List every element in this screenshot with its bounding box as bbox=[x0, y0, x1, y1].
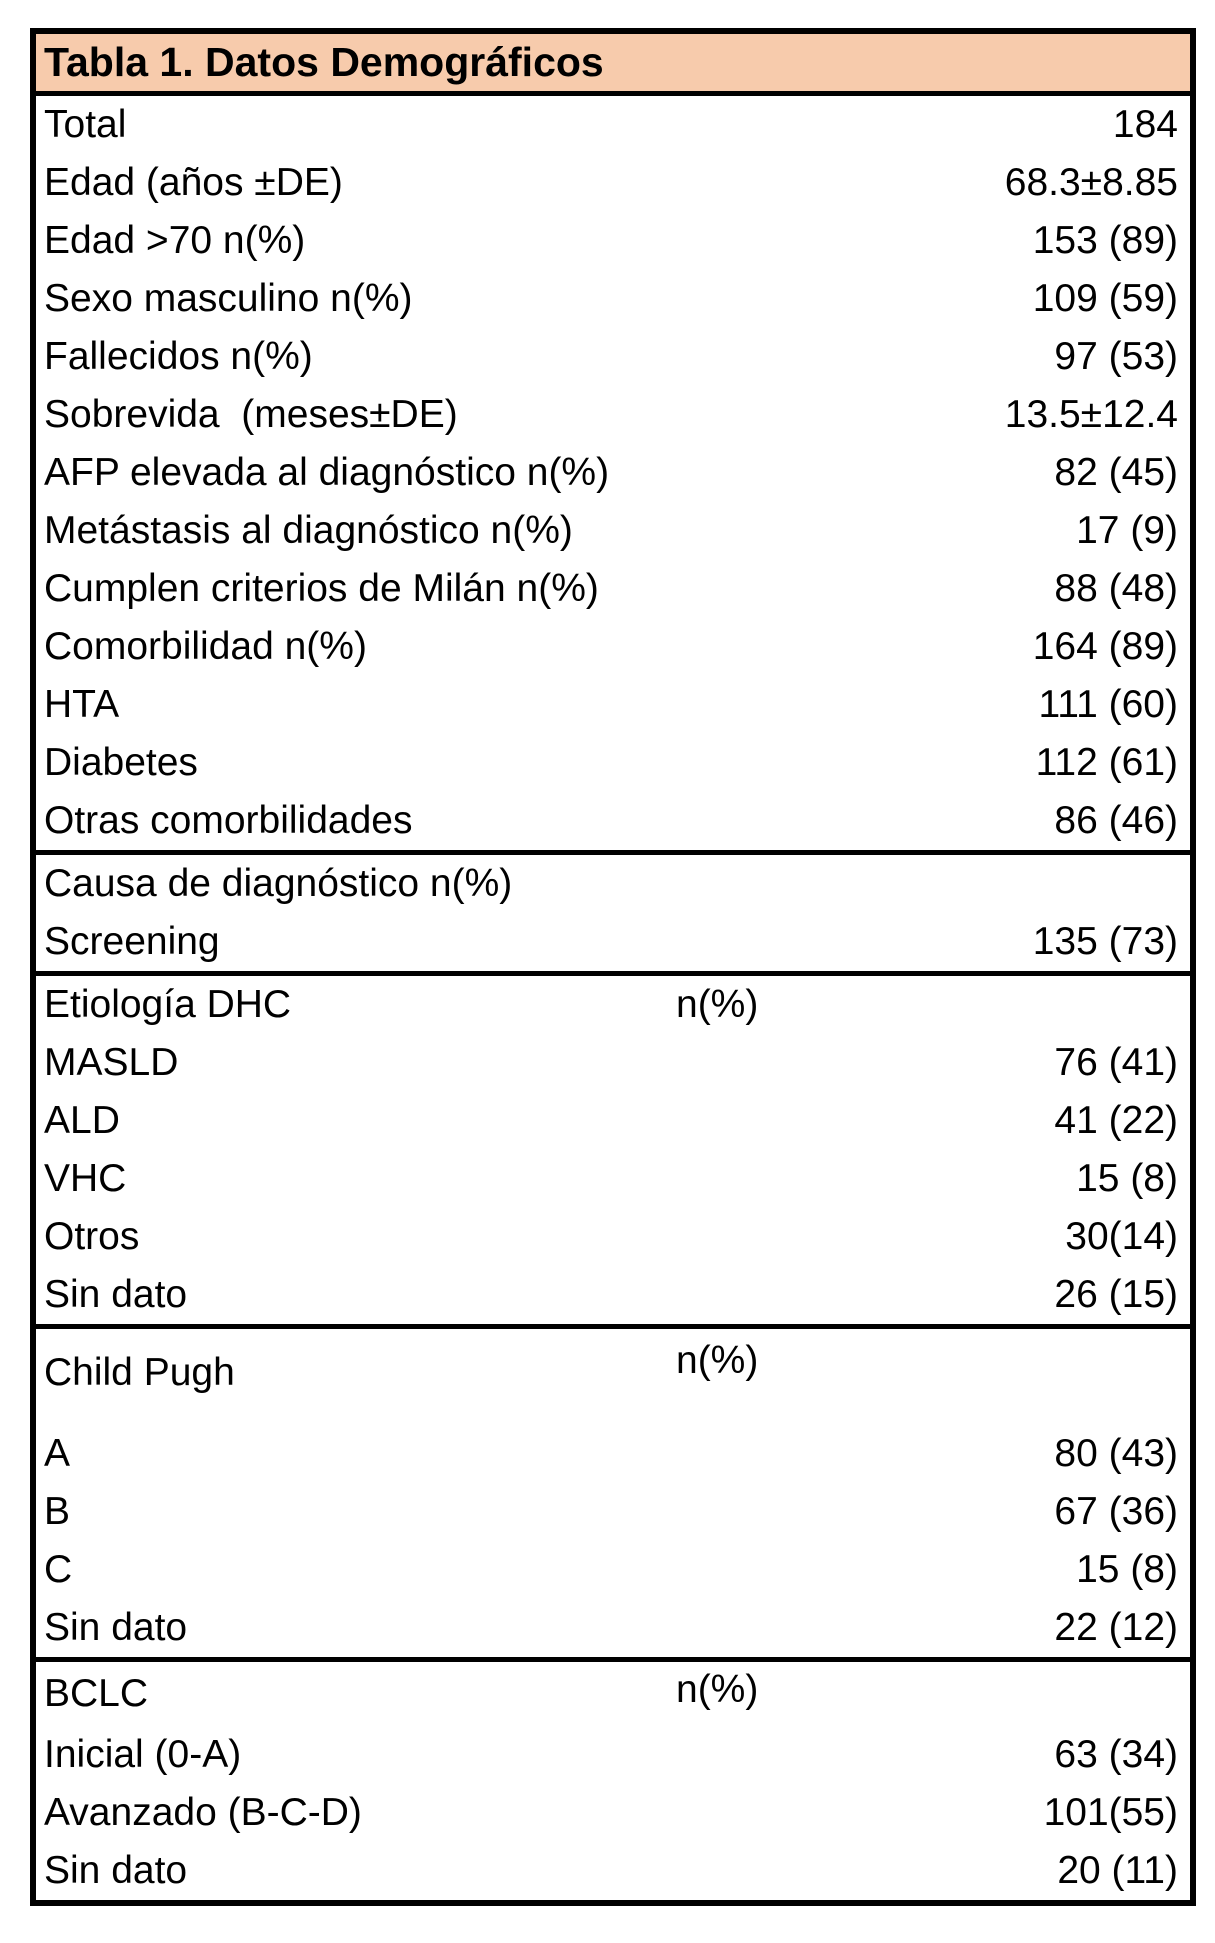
row-label: Screening bbox=[44, 920, 220, 963]
row-label: Cumplen criterios de Milán n(%) bbox=[44, 567, 599, 610]
row-value: 101(55) bbox=[1043, 1791, 1178, 1834]
table-row: A 80 (43) bbox=[36, 1425, 1190, 1483]
row-value: 20 (11) bbox=[1057, 1849, 1178, 1892]
table-row: Screening 135 (73) bbox=[36, 913, 1190, 971]
row-label: Otros bbox=[44, 1215, 140, 1258]
row-label: Sin dato bbox=[44, 1273, 188, 1316]
table-row: Otras comorbilidades 86 (46) bbox=[36, 792, 1190, 850]
row-label: A bbox=[44, 1432, 71, 1475]
row-value: 109 (59) bbox=[1032, 277, 1178, 320]
row-value: 17 (9) bbox=[1076, 509, 1178, 552]
table-row: Sexo masculino n(%) 109 (59) bbox=[36, 270, 1190, 328]
row-value: 135 (73) bbox=[1032, 920, 1178, 963]
row-label: Sexo masculino n(%) bbox=[44, 277, 413, 320]
row-label: Edad >70 n(%) bbox=[44, 219, 306, 262]
row-value: 67 (36) bbox=[1054, 1490, 1178, 1533]
row-value: 184 bbox=[1112, 103, 1178, 146]
table-row: Sin dato 22 (12) bbox=[36, 1599, 1190, 1657]
section-bclc: BCLC n(%) Inicial (0-A) 63 (34) Avanzado (B-… bbox=[36, 1657, 1190, 1900]
section-child-pugh: Child Pugh n(%) A 80 (43) B 67 (36) C 15 (8) Sin… bbox=[36, 1324, 1190, 1657]
row-label: C bbox=[44, 1548, 73, 1591]
table-row: ALD 41 (22) bbox=[36, 1092, 1190, 1150]
table-row: Etiología DHC n(%) bbox=[36, 976, 1190, 1034]
row-value: 63 (34) bbox=[1054, 1733, 1178, 1776]
row-value: 26 (15) bbox=[1054, 1273, 1178, 1316]
row-value: 76 (41) bbox=[1054, 1041, 1178, 1084]
table-row: Fallecidos n(%) 97 (53) bbox=[36, 328, 1190, 386]
table-row: HTA 111 (60) bbox=[36, 676, 1190, 734]
table-row: Causa de diagnóstico n(%) bbox=[36, 855, 1190, 913]
table-row: Diabetes 112 (61) bbox=[36, 734, 1190, 792]
table-row: BCLC n(%) bbox=[36, 1662, 1190, 1726]
table-row: Cumplen criterios de Milán n(%) 88 (48) bbox=[36, 560, 1190, 618]
row-label: Sin dato bbox=[44, 1606, 188, 1649]
row-label: Metástasis al diagnóstico n(%) bbox=[44, 509, 573, 552]
row-label: Sobrevida (meses±DE) bbox=[44, 393, 458, 436]
row-value: 153 (89) bbox=[1032, 219, 1178, 262]
row-value: 97 (53) bbox=[1054, 335, 1178, 378]
row-label: Sin dato bbox=[44, 1849, 188, 1892]
row-label: AFP elevada al diagnóstico n(%) bbox=[44, 451, 610, 494]
row-label: HTA bbox=[44, 683, 120, 726]
row-value: 15 (8) bbox=[1076, 1157, 1178, 1200]
table-row: B 67 (36) bbox=[36, 1483, 1190, 1541]
section-causa-diagnostico: Causa de diagnóstico n(%) Screening 135 (7… bbox=[36, 850, 1190, 971]
table-row: Sobrevida (meses±DE) 13.5±12.4 bbox=[36, 386, 1190, 444]
row-value: 15 (8) bbox=[1076, 1548, 1178, 1591]
row-value: 30(14) bbox=[1065, 1215, 1178, 1258]
row-label: VHC bbox=[44, 1157, 127, 1200]
table-row: AFP elevada al diagnóstico n(%) 82 (45) bbox=[36, 444, 1190, 502]
table-row: Edad (años ±DE) 68.3±8.85 bbox=[36, 154, 1190, 212]
row-value: 86 (46) bbox=[1054, 799, 1178, 842]
row-label: Avanzado (B-C-D) bbox=[44, 1791, 362, 1834]
table-body: Total 184 Edad (años ±DE) 68.3±8.85 Edad >70… bbox=[36, 96, 1190, 1900]
section-demograficos: Total 184 Edad (años ±DE) 68.3±8.85 Edad >70… bbox=[36, 96, 1190, 850]
table-row: Sin dato 26 (15) bbox=[36, 1266, 1190, 1324]
row-value: 111 (60) bbox=[1038, 683, 1178, 726]
row-label: B bbox=[44, 1490, 71, 1533]
row-label: ALD bbox=[44, 1099, 120, 1142]
row-value: 80 (43) bbox=[1054, 1432, 1178, 1475]
table-row: Otros 30(14) bbox=[36, 1208, 1190, 1266]
table-row: Avanzado (B-C-D) 101(55) bbox=[36, 1784, 1190, 1842]
row-label: Fallecidos n(%) bbox=[44, 335, 313, 378]
row-label: Total bbox=[44, 103, 127, 146]
table-row: Sin dato 20 (11) bbox=[36, 1842, 1190, 1900]
row-value: 41 (22) bbox=[1054, 1099, 1178, 1142]
section-etiologia-dhc: Etiología DHC n(%) MASLD 76 (41) ALD 41 (22) V… bbox=[36, 971, 1190, 1324]
row-mid-label: n(%) bbox=[676, 1339, 759, 1382]
row-value: 22 (12) bbox=[1054, 1606, 1178, 1649]
row-label: Comorbilidad n(%) bbox=[44, 625, 367, 668]
row-label: Inicial (0-A) bbox=[44, 1733, 242, 1776]
row-value: 112 (61) bbox=[1035, 741, 1178, 784]
table-row: Total 184 bbox=[36, 96, 1190, 154]
table-row: MASLD 76 (41) bbox=[36, 1034, 1190, 1092]
row-mid-label: n(%) bbox=[676, 983, 759, 1026]
row-label: Edad (años ±DE) bbox=[44, 161, 343, 204]
row-mid-label: n(%) bbox=[676, 1668, 759, 1711]
table-row: C 15 (8) bbox=[36, 1541, 1190, 1599]
row-label: MASLD bbox=[44, 1041, 179, 1084]
row-label: BCLC bbox=[44, 1672, 149, 1715]
row-value: 13.5±12.4 bbox=[1004, 393, 1178, 436]
table-title: Tabla 1. Datos Demográficos bbox=[36, 34, 1190, 96]
row-value: 88 (48) bbox=[1054, 567, 1178, 610]
demographics-table: Tabla 1. Datos Demográficos Total 184 Edad… bbox=[30, 28, 1196, 1906]
row-label: Etiología DHC bbox=[44, 983, 292, 1026]
row-value: 82 (45) bbox=[1054, 451, 1178, 494]
row-label: Diabetes bbox=[44, 741, 198, 784]
table-row: VHC 15 (8) bbox=[36, 1150, 1190, 1208]
row-label: Causa de diagnóstico n(%) bbox=[44, 862, 513, 905]
table-row: Comorbilidad n(%) 164 (89) bbox=[36, 618, 1190, 676]
row-label: Otras comorbilidades bbox=[44, 799, 413, 842]
table-row: Metástasis al diagnóstico n(%) 17 (9) bbox=[36, 502, 1190, 560]
table-row: Inicial (0-A) 63 (34) bbox=[36, 1726, 1190, 1784]
row-value: 68.3±8.85 bbox=[1004, 161, 1178, 204]
row-label: Child Pugh bbox=[44, 1351, 235, 1394]
row-value: 164 (89) bbox=[1032, 625, 1178, 668]
table-row: Edad >70 n(%) 153 (89) bbox=[36, 212, 1190, 270]
table-row: Child Pugh n(%) bbox=[36, 1329, 1190, 1425]
